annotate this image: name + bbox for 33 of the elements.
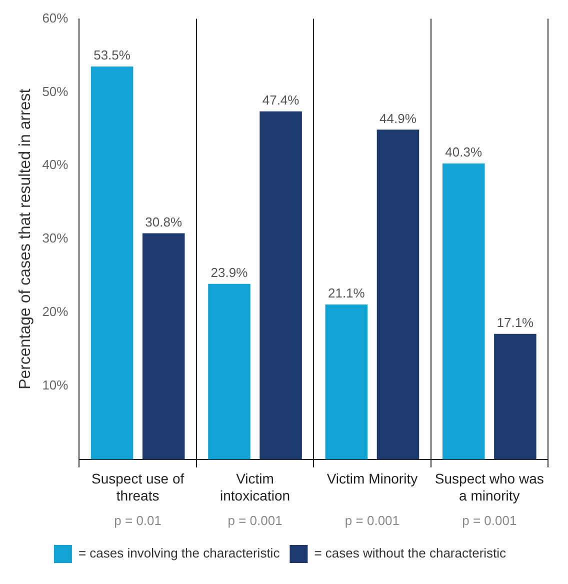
bar — [260, 111, 302, 460]
x-tick-label: Suspect who was a minority — [434, 470, 544, 504]
data-label: 30.8% — [145, 214, 182, 230]
bar — [90, 66, 134, 460]
text: p = 0.01 — [114, 513, 162, 528]
text: p = 0.001 — [462, 513, 517, 528]
data-label: 17.1% — [496, 314, 534, 330]
y-tick-label: 20% — [42, 304, 69, 320]
y-tick-label: 50% — [42, 84, 69, 99]
y-axis-title: Percentage of cases that resulted in arrest — [17, 88, 34, 390]
legend-label: = cases involving the characteristic — [78, 546, 280, 561]
y-tick-label: 60% — [42, 10, 69, 26]
bar — [142, 233, 185, 460]
x-tick-label: Suspect use of threats — [92, 470, 184, 504]
bar — [376, 130, 420, 460]
x-tick-label: Victim Minority — [326, 470, 418, 487]
x-tick-label: Victim intoxication — [220, 470, 290, 504]
data-label: 21.1% — [328, 286, 366, 301]
data-label: 53.5% — [94, 48, 131, 63]
data-label: 47.4% — [262, 92, 300, 108]
y-tick-label: 10% — [42, 378, 69, 393]
text: p = 0.001 — [344, 513, 400, 528]
data-label: 23.9% — [210, 264, 248, 280]
legend-label: = cases without the characteristic — [314, 546, 507, 561]
data-label: 40.3% — [445, 144, 482, 160]
y-tick-label: 30% — [42, 230, 69, 246]
y-tick-label: 40% — [42, 157, 69, 172]
bar — [208, 284, 250, 460]
bar — [442, 163, 485, 460]
data-label: 44.9% — [380, 110, 417, 126]
bar — [494, 334, 536, 460]
text: p = 0.001 — [228, 513, 282, 528]
bar — [325, 304, 368, 460]
